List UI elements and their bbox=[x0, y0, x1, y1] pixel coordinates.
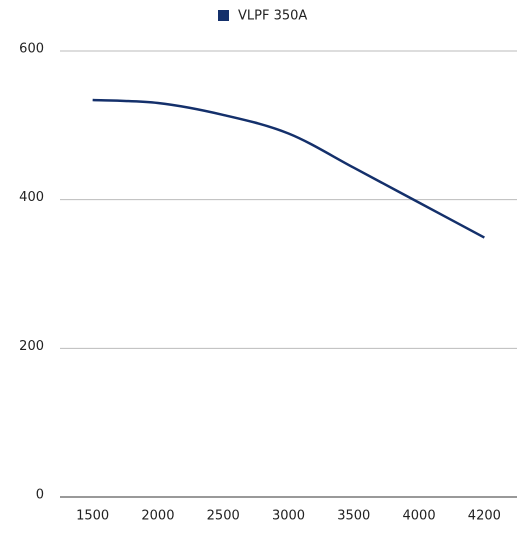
y-tick-label: 600 bbox=[19, 42, 44, 57]
x-tick-label: 1500 bbox=[76, 509, 109, 524]
legend-swatch bbox=[218, 10, 229, 21]
y-tick-label: 400 bbox=[19, 190, 44, 205]
x-tick-label: 3000 bbox=[272, 509, 305, 524]
legend-label: VLPF 350A bbox=[238, 9, 307, 24]
y-tick-label: 200 bbox=[19, 339, 44, 354]
x-tick-label: 2000 bbox=[141, 509, 174, 524]
x-tick-label: 2500 bbox=[207, 509, 240, 524]
y-tick-label: 0 bbox=[36, 488, 44, 503]
line bbox=[92, 98, 485, 239]
x-tick-label: 3500 bbox=[337, 509, 370, 524]
x-tick-label: 4000 bbox=[403, 509, 436, 524]
x-tick-label: 4200 bbox=[468, 509, 501, 524]
